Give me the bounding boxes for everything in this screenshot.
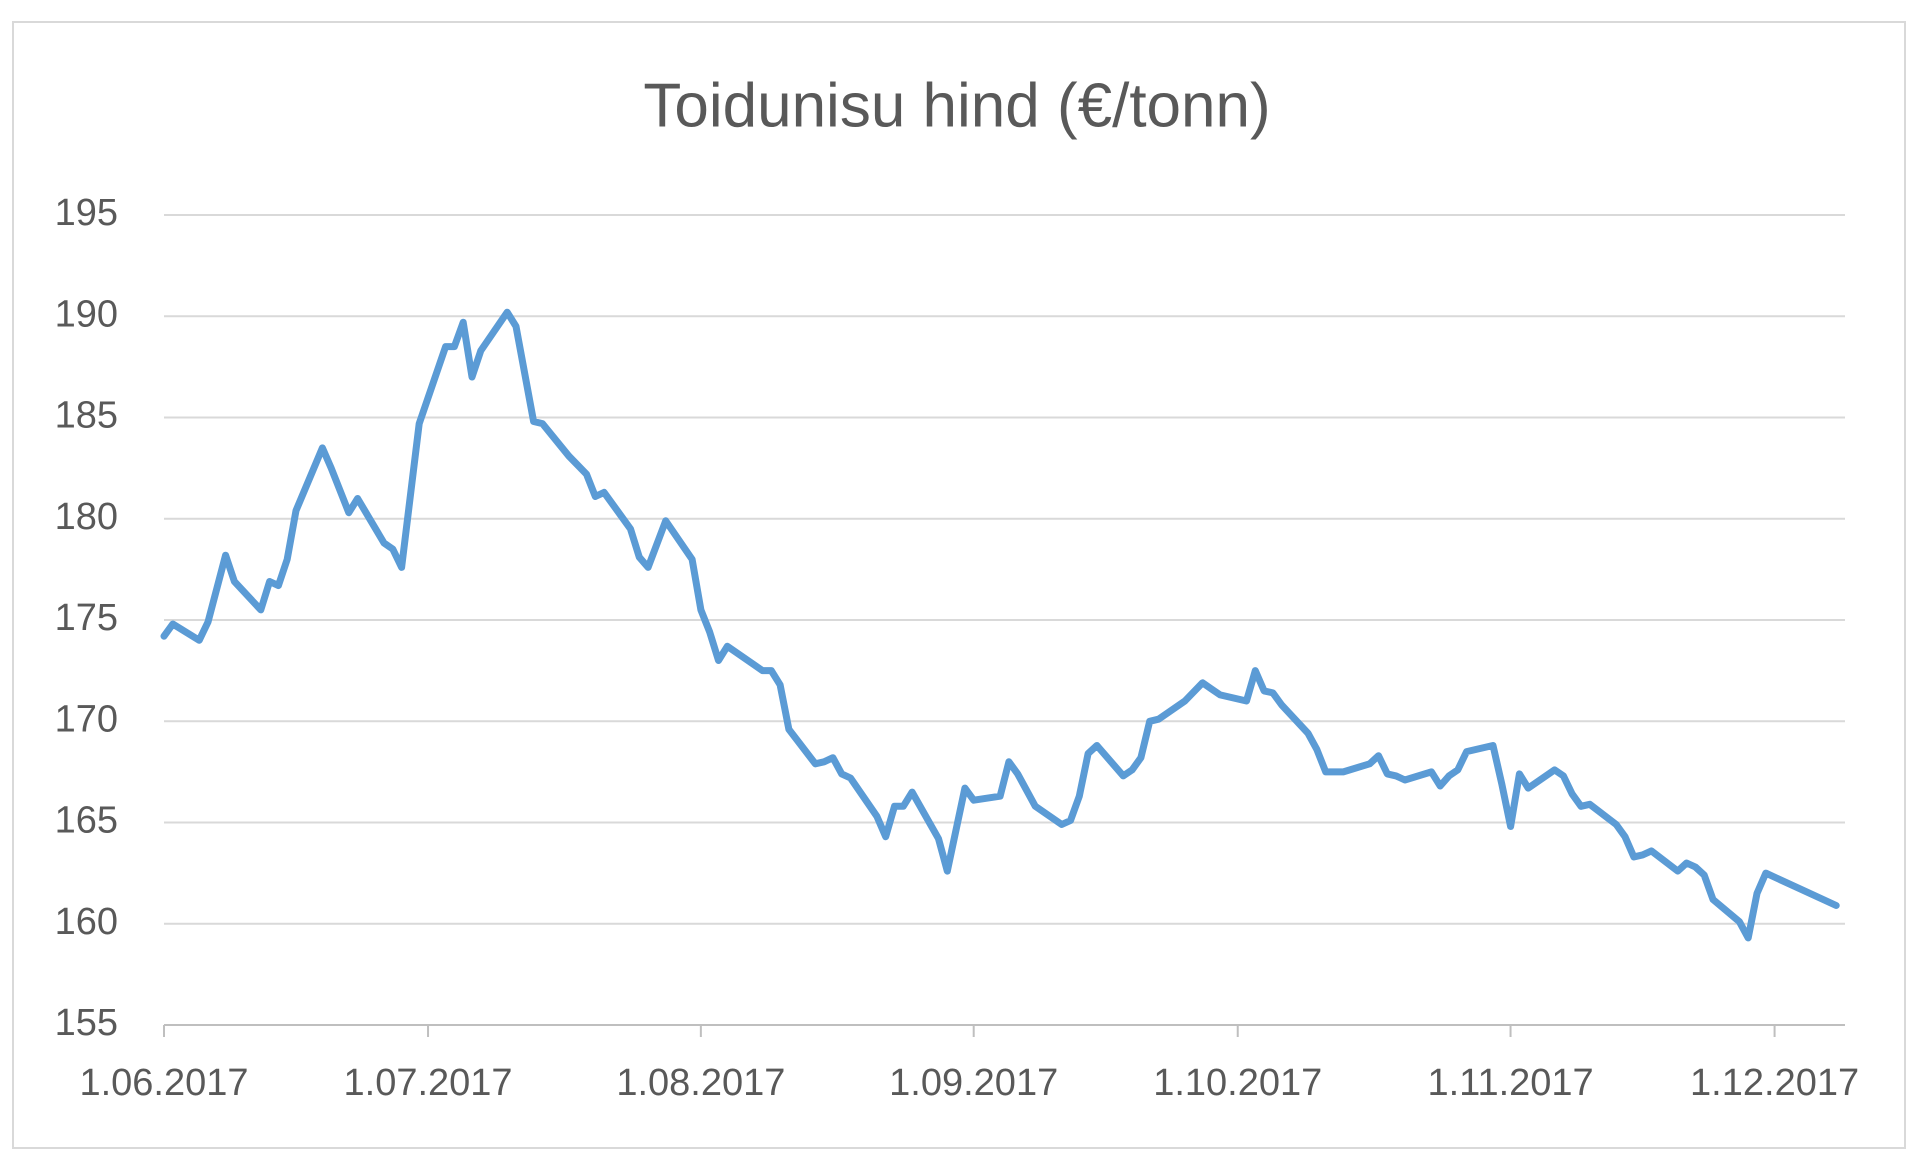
x-tick-label: 1.11.2017 (1427, 1062, 1593, 1104)
y-tick-label: 170 (55, 698, 118, 740)
y-tick-label: 155 (55, 1002, 118, 1044)
x-tick-label: 1.10.2017 (1153, 1062, 1322, 1104)
y-tick-label: 190 (55, 293, 118, 335)
y-tick-label: 160 (55, 901, 118, 943)
y-tick-label: 180 (55, 496, 118, 538)
y-tick-label: 165 (55, 800, 118, 842)
x-tick-label: 1.09.2017 (889, 1062, 1058, 1104)
price-line (160, 308, 1840, 942)
y-tick-label: 195 (55, 192, 118, 234)
chart-frame (12, 21, 1906, 1149)
x-tick-label: 1.06.2017 (79, 1062, 248, 1104)
x-tick-label: 1.07.2017 (344, 1062, 513, 1104)
y-tick-label: 175 (55, 597, 118, 639)
y-tick-label: 185 (55, 395, 118, 437)
chart-title: Toidunisu hind (€/tonn) (643, 71, 1270, 140)
x-tick-label: 1.08.2017 (616, 1062, 785, 1104)
x-tick-label: 1.12.2017 (1690, 1062, 1859, 1104)
